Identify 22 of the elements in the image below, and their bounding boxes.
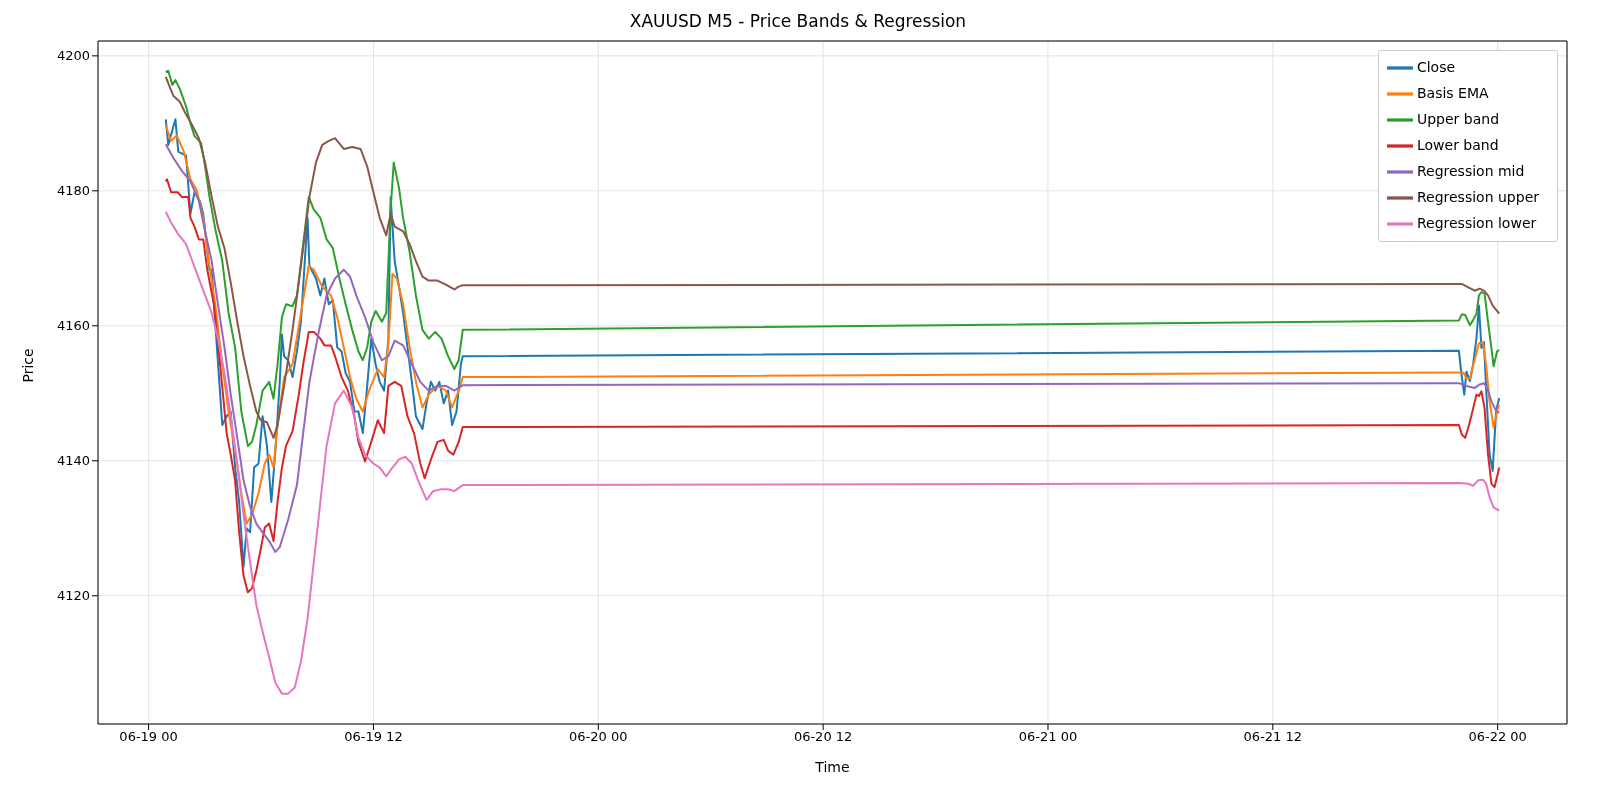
y-tick-label: 4160 xyxy=(56,318,90,334)
y-axis-title: Price xyxy=(19,348,36,383)
x-tick-label: 06-21 00 xyxy=(1018,729,1078,745)
legend-label: Upper band xyxy=(1416,111,1500,127)
y-tick-label: 4180 xyxy=(56,183,90,199)
x-tick-label: 06-19 12 xyxy=(344,729,403,745)
x-axis-title: Time xyxy=(814,759,850,775)
legend-label: Lower band xyxy=(1416,137,1499,153)
legend-label: Regression upper xyxy=(1416,189,1539,205)
legend-label: Regression mid xyxy=(1416,163,1525,179)
y-tick-label: 4120 xyxy=(56,588,90,604)
x-tick-label: 06-22 00 xyxy=(1468,729,1527,745)
x-tick-label: 06-19 00 xyxy=(119,729,178,745)
y-tick-label: 4200 xyxy=(56,48,90,64)
chart-title: XAUUSD M5 - Price Bands & Regression xyxy=(628,10,968,33)
legend-label: Close xyxy=(1416,59,1456,75)
x-tick-label: 06-20 12 xyxy=(793,729,853,745)
y-tick-label: 4140 xyxy=(56,453,90,469)
legend-label: Basis EMA xyxy=(1416,85,1489,101)
legend-label: Regression lower xyxy=(1416,215,1537,231)
x-tick-label: 06-20 00 xyxy=(569,729,628,745)
x-tick-label: 06-21 12 xyxy=(1243,729,1303,745)
